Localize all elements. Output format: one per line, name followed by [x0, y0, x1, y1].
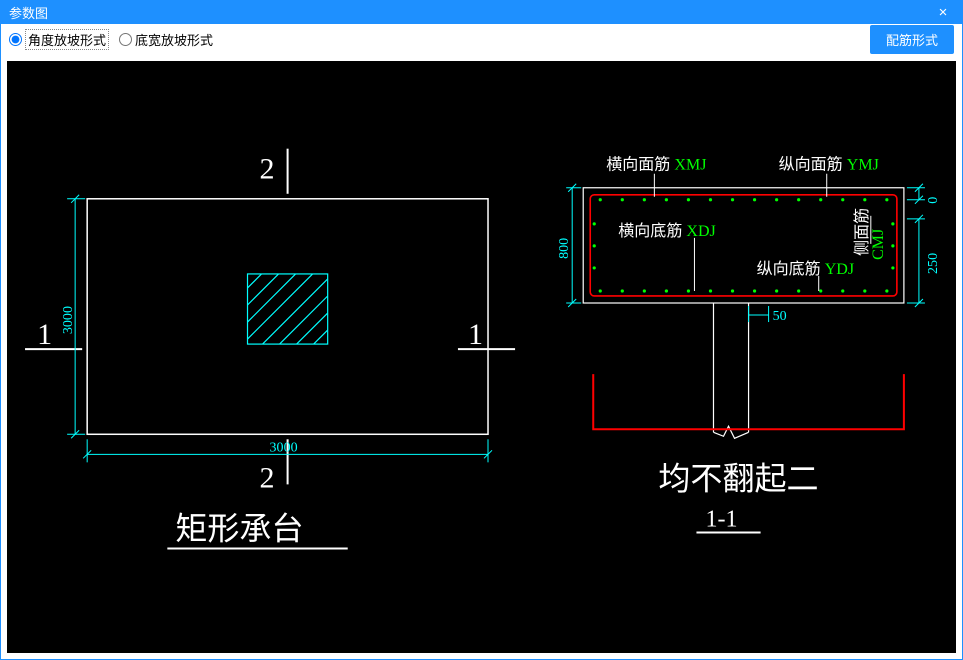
dim-width: 3000	[270, 440, 298, 455]
slope-mode-radios: 角度放坡形式 底宽放坡形式	[9, 29, 213, 50]
rebar-form-button[interactable]: 配筋形式	[870, 25, 954, 54]
dim-r1: 0	[926, 197, 941, 204]
left-plan-view: 2 2 1 1 3000	[25, 148, 515, 548]
sec-right: 1	[468, 317, 483, 351]
dim-50: 50	[773, 309, 787, 324]
lbl-ymj-g: YMJ	[847, 156, 879, 173]
sec-left: 1	[37, 317, 52, 351]
left-title: 矩形承台	[175, 510, 303, 546]
toolbar: 角度放坡形式 底宽放坡形式 配筋形式	[1, 24, 962, 55]
lbl-xmj-w: 横向面筋	[606, 155, 670, 173]
right-section-view: 800 0	[557, 155, 941, 532]
lbl-cmj-w: 侧面筋	[853, 208, 871, 256]
sec-top: 2	[260, 152, 275, 186]
close-icon[interactable]: ×	[932, 1, 954, 23]
lbl-xdj-g: XDJ	[686, 223, 715, 240]
lbl-ydj-g: YDJ	[825, 261, 854, 278]
lbl-xmj-g: XMJ	[674, 156, 706, 173]
radio-angle-slope-label: 角度放坡形式	[25, 29, 109, 50]
sec-bottom: 2	[260, 460, 275, 494]
right-title-top: 均不翻起二	[658, 460, 818, 496]
lbl-ymj-w: 纵向面筋	[779, 155, 843, 173]
radio-width-slope[interactable]: 底宽放坡形式	[119, 30, 213, 49]
radio-width-slope-label: 底宽放坡形式	[135, 30, 213, 49]
lbl-ydj-w: 纵向底筋	[757, 260, 821, 278]
right-title-bottom: 1-1	[705, 506, 737, 532]
canvas-wrap: 2 2 1 1 3000	[1, 55, 962, 659]
cad-svg: 2 2 1 1 3000	[7, 61, 956, 653]
cad-canvas: 2 2 1 1 3000	[7, 61, 956, 653]
window-title: 参数图	[9, 3, 48, 22]
dim-800: 800	[557, 238, 572, 259]
lbl-xdj-w: 横向底筋	[618, 222, 682, 240]
dim-height: 3000	[61, 306, 76, 334]
titlebar: 参数图 ×	[1, 1, 962, 24]
dim-r2: 250	[926, 253, 941, 274]
window: 参数图 × 角度放坡形式 底宽放坡形式 配筋形式	[0, 0, 963, 660]
lbl-cmj-g: CMJ	[870, 229, 887, 260]
radio-angle-slope[interactable]: 角度放坡形式	[9, 29, 109, 50]
